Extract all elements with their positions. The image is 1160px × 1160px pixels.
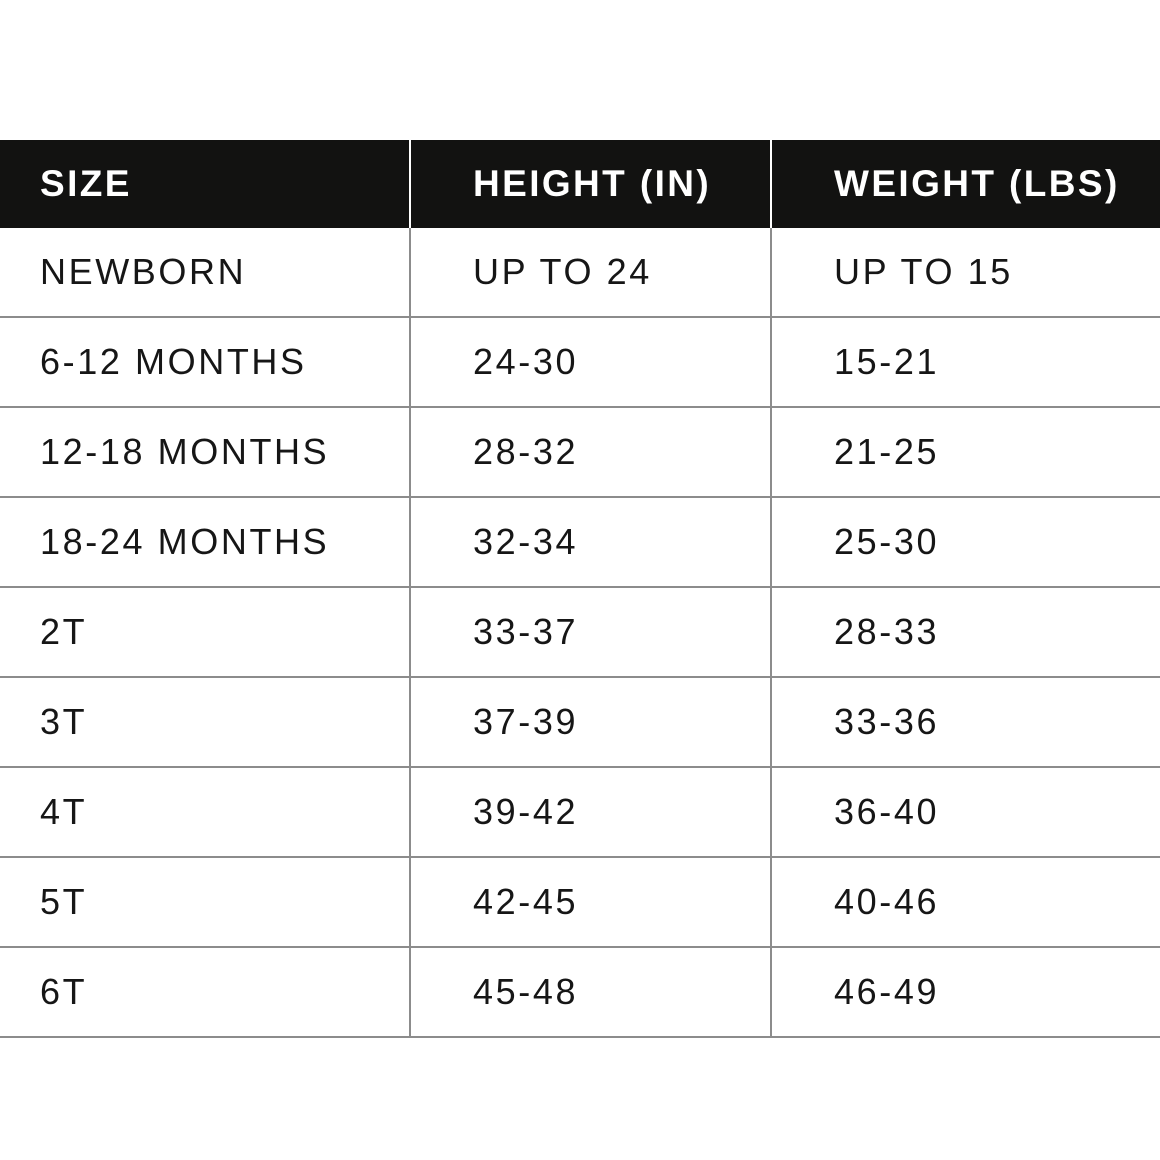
cell-weight: 21-25: [771, 407, 1160, 498]
cell-size: 4T: [0, 767, 411, 858]
cell-size: 6-12 MONTHS: [0, 317, 411, 408]
cell-size: 18-24 MONTHS: [0, 497, 411, 588]
cell-height: 37-39: [410, 677, 772, 768]
cell-weight: 25-30: [771, 497, 1160, 588]
table-row: 12-18 MONTHS 28-32 21-25: [0, 407, 1160, 498]
cell-weight: 15-21: [771, 317, 1160, 408]
table-row: 18-24 MONTHS 32-34 25-30: [0, 497, 1160, 588]
cell-size: 5T: [0, 857, 411, 948]
cell-weight: 33-36: [771, 677, 1160, 768]
column-header-weight: WEIGHT (LBS): [771, 140, 1160, 228]
table-row: NEWBORN UP TO 24 UP TO 15: [0, 228, 1160, 318]
column-header-size: SIZE: [0, 140, 411, 228]
cell-height: UP TO 24: [410, 228, 772, 318]
cell-size: 2T: [0, 587, 411, 678]
cell-height: 33-37: [410, 587, 772, 678]
cell-height: 45-48: [410, 947, 772, 1038]
table-body: NEWBORN UP TO 24 UP TO 15 6-12 MONTHS 24…: [0, 228, 1160, 1038]
cell-size: 6T: [0, 947, 411, 1038]
table-row: 6-12 MONTHS 24-30 15-21: [0, 317, 1160, 408]
cell-weight: UP TO 15: [771, 228, 1160, 318]
cell-height: 24-30: [410, 317, 772, 408]
size-chart-table: SIZE HEIGHT (IN) WEIGHT (LBS) NEWBORN UP…: [0, 140, 1160, 1038]
header-row: SIZE HEIGHT (IN) WEIGHT (LBS): [0, 140, 1160, 228]
column-header-height: HEIGHT (IN): [410, 140, 772, 228]
cell-size: NEWBORN: [0, 228, 411, 318]
cell-size: 3T: [0, 677, 411, 768]
cell-height: 32-34: [410, 497, 772, 588]
cell-weight: 40-46: [771, 857, 1160, 948]
cell-height: 39-42: [410, 767, 772, 858]
cell-weight: 46-49: [771, 947, 1160, 1038]
table-row: 2T 33-37 28-33: [0, 587, 1160, 678]
table-header: SIZE HEIGHT (IN) WEIGHT (LBS): [0, 140, 1160, 228]
table-row: 5T 42-45 40-46: [0, 857, 1160, 948]
cell-height: 28-32: [410, 407, 772, 498]
cell-size: 12-18 MONTHS: [0, 407, 411, 498]
table-row: 3T 37-39 33-36: [0, 677, 1160, 768]
cell-weight: 28-33: [771, 587, 1160, 678]
table-row: 6T 45-48 46-49: [0, 947, 1160, 1038]
cell-weight: 36-40: [771, 767, 1160, 858]
table-row: 4T 39-42 36-40: [0, 767, 1160, 858]
cell-height: 42-45: [410, 857, 772, 948]
